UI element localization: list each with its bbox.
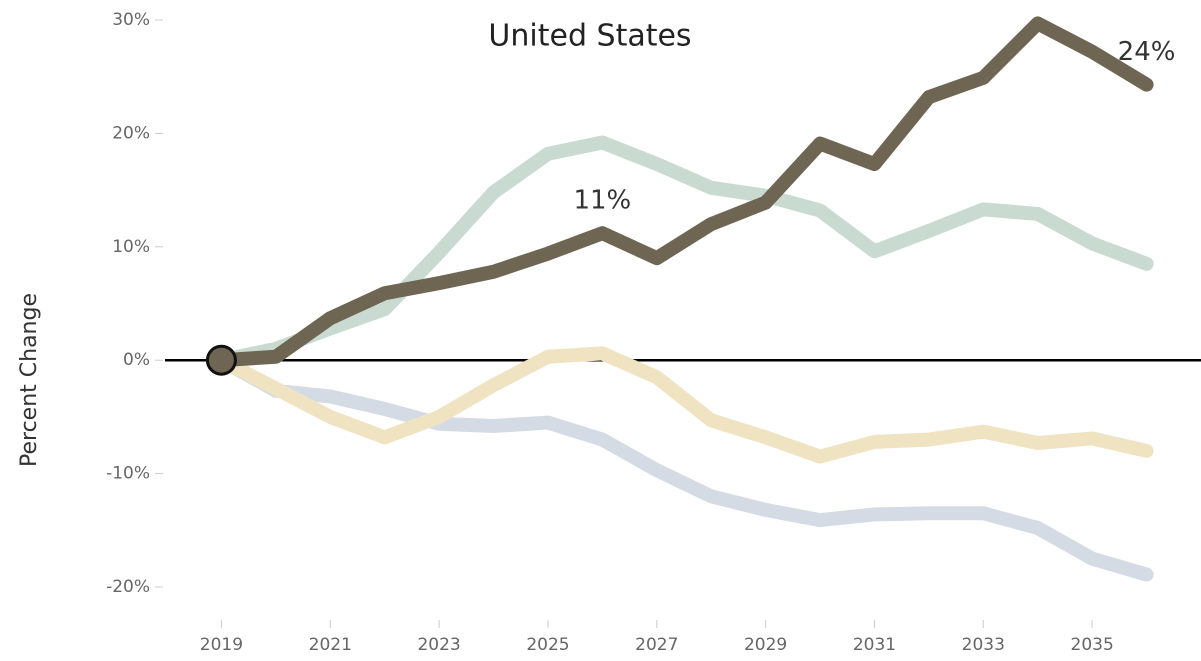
y-tick-label: 0% (123, 350, 150, 370)
series-line (214, 346, 1154, 464)
data-label: 24% (1118, 37, 1176, 67)
series-line (214, 135, 1154, 368)
chart-title: United States (488, 19, 691, 54)
y-tick-label: -10% (106, 464, 150, 484)
x-tick-label: 2033 (962, 635, 1005, 655)
x-tick-label: 2031 (853, 635, 896, 655)
y-tick-label: -20% (106, 577, 150, 597)
y-tick-label: 20% (112, 123, 150, 143)
series-line (214, 353, 1154, 582)
x-tick-label: 2027 (635, 635, 678, 655)
x-tick-label: 2019 (200, 635, 243, 655)
y-tick-label: 10% (112, 237, 150, 257)
x-tick-label: 2029 (744, 635, 787, 655)
y-tick-label: 30% (112, 10, 150, 30)
x-tick-label: 2025 (526, 635, 569, 655)
x-tick-label: 2023 (417, 635, 460, 655)
start-marker (205, 344, 237, 376)
x-tick-label: 2021 (309, 635, 352, 655)
series-line (214, 16, 1154, 368)
data-label: 11% (573, 186, 631, 216)
x-tick-label: 2035 (1071, 635, 1114, 655)
y-axis-label: Percent Change (17, 293, 42, 467)
